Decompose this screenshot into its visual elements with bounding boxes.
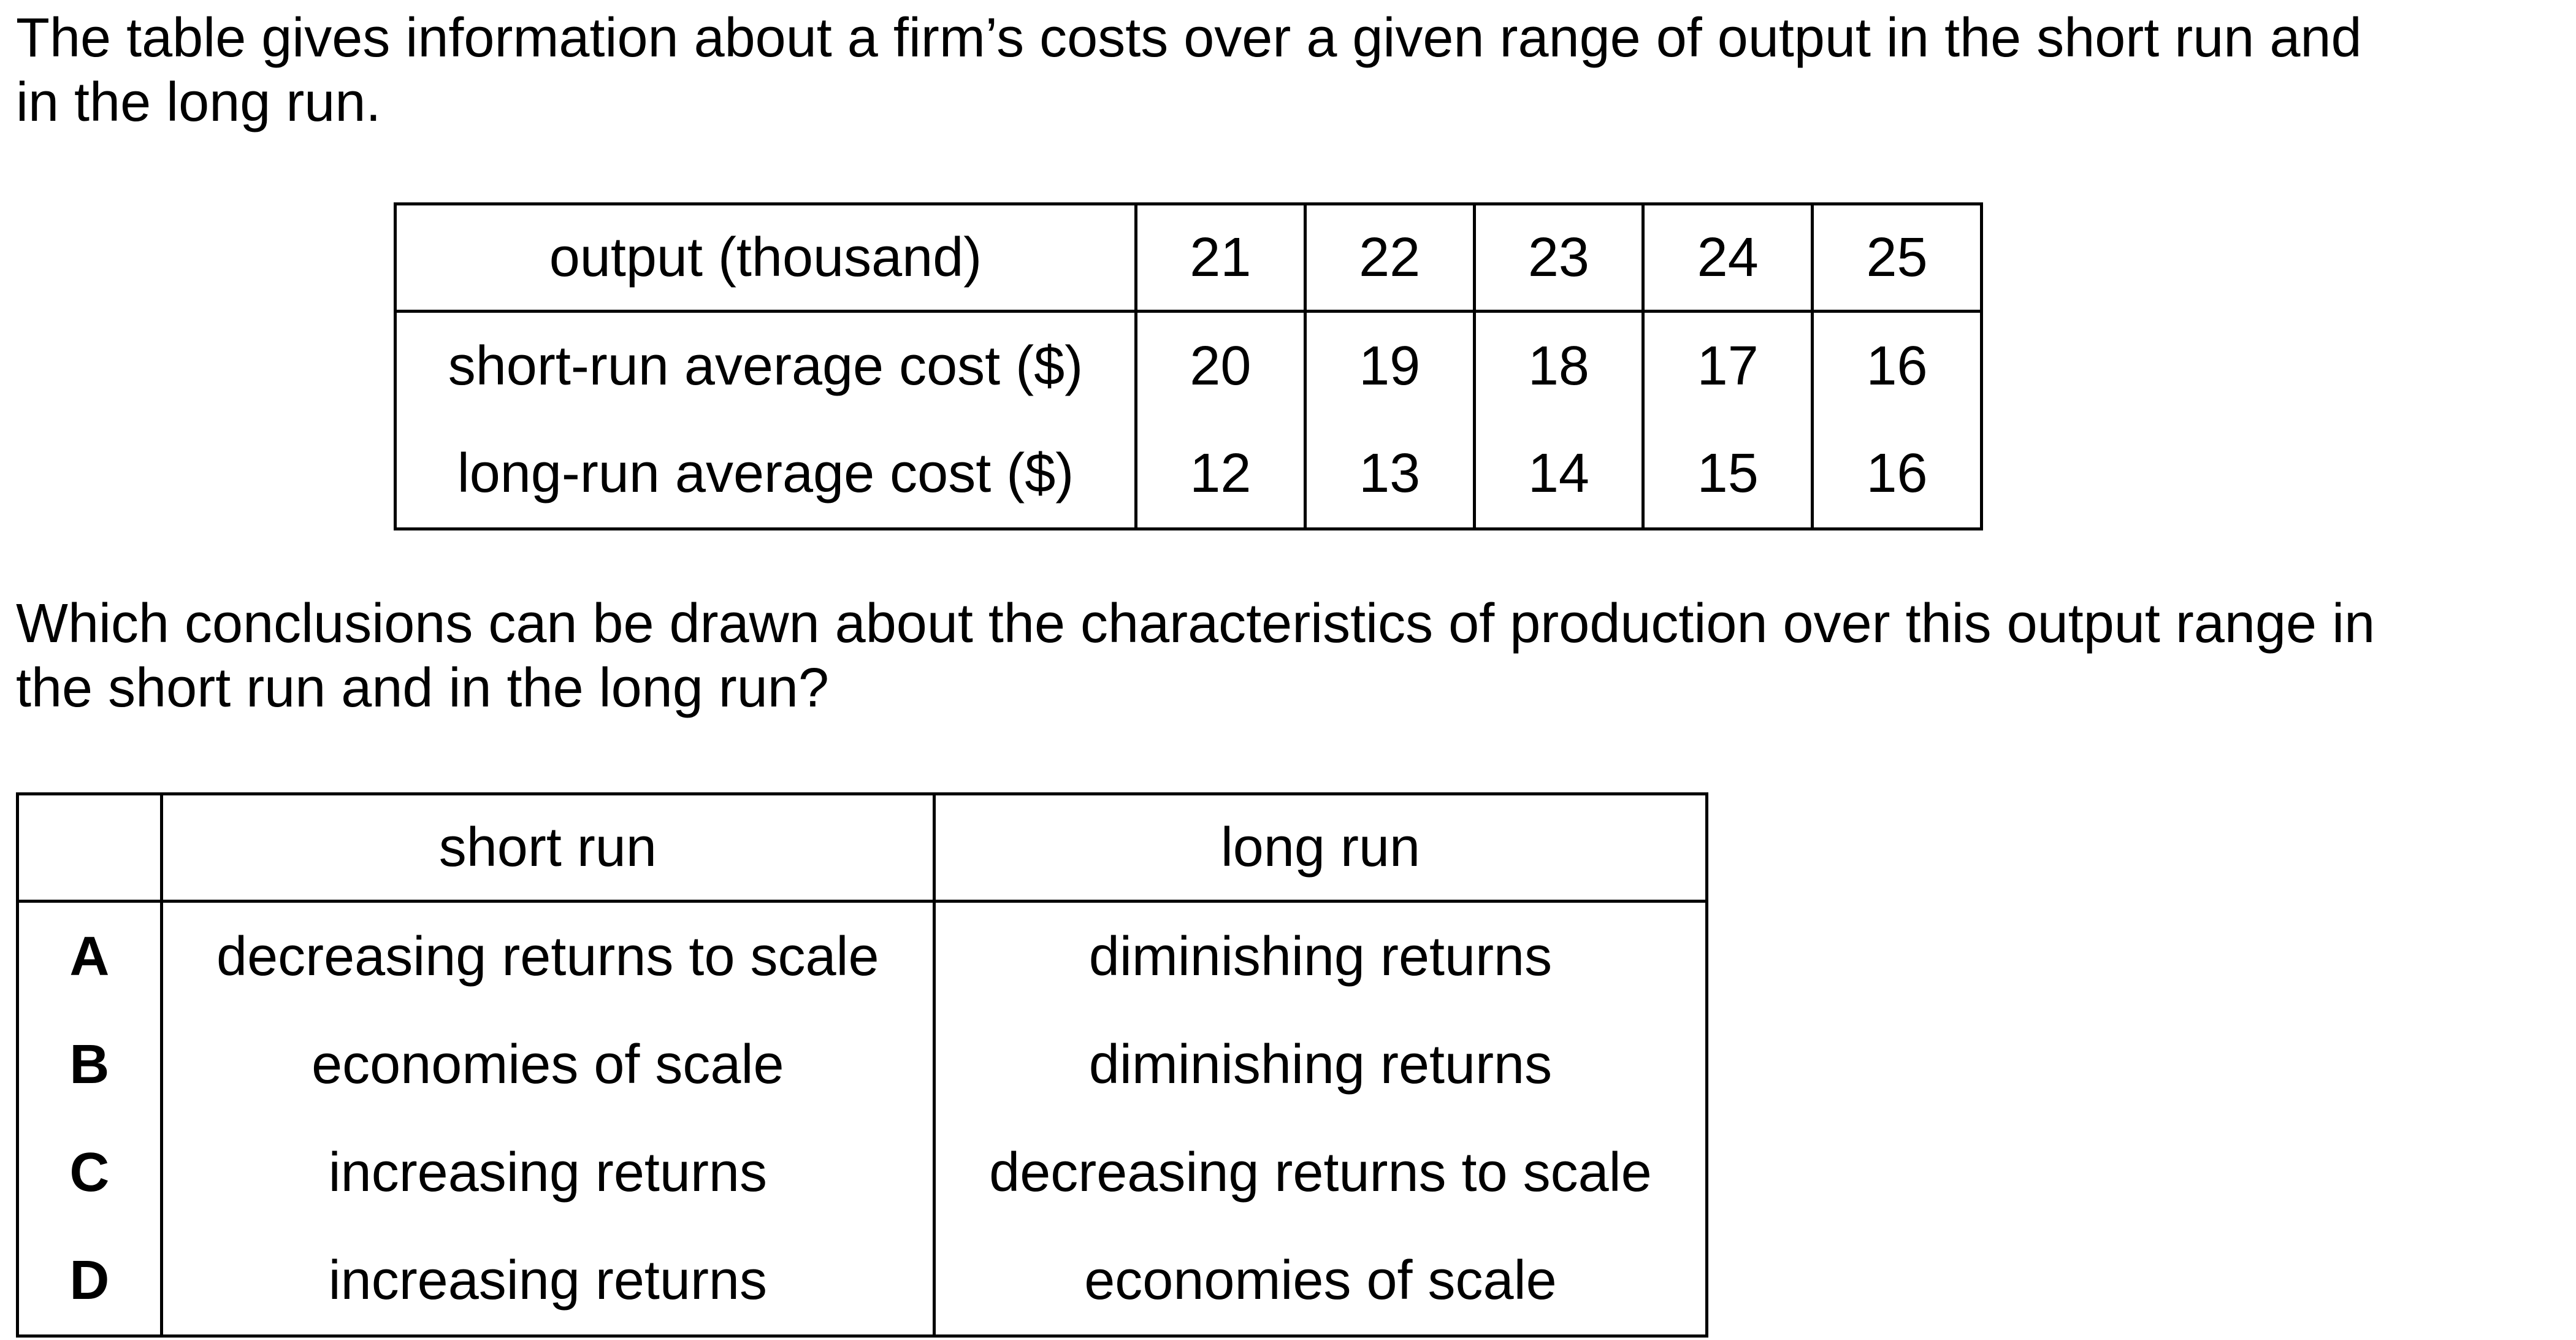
table-cell: 21 [1134, 202, 1307, 313]
header-long-run: long run [932, 792, 1709, 903]
option-long-run: decreasing returns to scale [932, 1119, 1709, 1227]
cost-table: output (thousand) 21 22 23 24 25 short-r… [394, 202, 1983, 530]
table-cell: 16 [1811, 310, 1983, 420]
question-text: Which conclusions can be drawn about the… [16, 592, 2375, 721]
table-cell: 13 [1303, 420, 1476, 530]
cost-table-row-output: output (thousand) 21 22 23 24 25 [394, 202, 1983, 313]
row-label: short-run average cost ($) [394, 310, 1137, 420]
row-label: output (thousand) [394, 202, 1137, 313]
table-cell: 16 [1811, 420, 1983, 530]
table-cell: 15 [1642, 420, 1814, 530]
intro-line-2: in the long run. [16, 72, 381, 133]
intro-line-1: The table gives information about a firm… [16, 7, 2362, 69]
table-cell: 18 [1472, 310, 1645, 420]
options-table: short run long run A decreasing returns … [16, 792, 1709, 1338]
table-cell: 24 [1642, 202, 1814, 313]
options-header-row: short run long run [16, 792, 1709, 903]
option-short-run: decreasing returns to scale [159, 900, 936, 1011]
question-line-2: the short run and in the long run? [16, 657, 829, 719]
option-row-b[interactable]: B economies of scale diminishing returns [16, 1011, 1709, 1119]
option-long-run: diminishing returns [932, 900, 1709, 1011]
question-line-1: Which conclusions can be drawn about the… [16, 593, 2375, 654]
option-row-c[interactable]: C increasing returns decreasing returns … [16, 1119, 1709, 1227]
option-letter[interactable]: A [16, 900, 163, 1011]
table-cell: 22 [1303, 202, 1476, 313]
table-cell: 20 [1134, 310, 1307, 420]
option-short-run: increasing returns [159, 1227, 936, 1338]
option-short-run: increasing returns [159, 1119, 936, 1227]
option-short-run: economies of scale [159, 1011, 936, 1119]
table-cell: 19 [1303, 310, 1476, 420]
option-letter[interactable]: B [16, 1011, 163, 1119]
option-letter[interactable]: D [16, 1227, 163, 1338]
table-cell: 25 [1811, 202, 1983, 313]
table-cell: 12 [1134, 420, 1307, 530]
table-cell: 17 [1642, 310, 1814, 420]
option-row-a[interactable]: A decreasing returns to scale diminishin… [16, 900, 1709, 1011]
option-row-d[interactable]: D increasing returns economies of scale [16, 1227, 1709, 1338]
cost-table-row-short-run: short-run average cost ($) 20 19 18 17 1… [394, 310, 1983, 420]
header-blank [16, 792, 163, 903]
cost-table-row-long-run: long-run average cost ($) 12 13 14 15 16 [394, 420, 1983, 530]
option-long-run: economies of scale [932, 1227, 1709, 1338]
option-long-run: diminishing returns [932, 1011, 1709, 1119]
header-short-run: short run [159, 792, 936, 903]
table-cell: 23 [1472, 202, 1645, 313]
intro-text: The table gives information about a firm… [16, 6, 2362, 135]
row-label: long-run average cost ($) [394, 420, 1137, 530]
table-cell: 14 [1472, 420, 1645, 530]
option-letter[interactable]: C [16, 1119, 163, 1227]
